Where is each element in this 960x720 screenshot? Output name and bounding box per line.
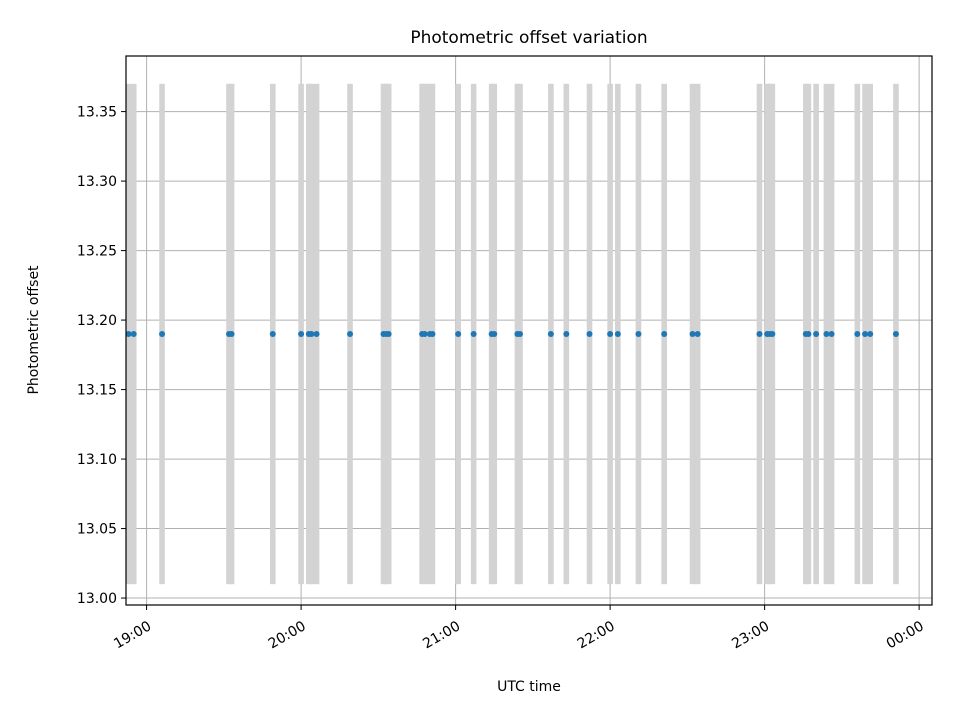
data-point bbox=[130, 330, 137, 337]
x-tick-label: 20:00 bbox=[266, 618, 309, 652]
plot-frame bbox=[125, 55, 933, 606]
data-point bbox=[125, 330, 132, 337]
chart-title: Photometric offset variation bbox=[410, 28, 647, 48]
data-point bbox=[313, 330, 320, 337]
y-tick-label: 13.10 bbox=[77, 452, 117, 468]
data-point bbox=[491, 330, 498, 337]
data-point bbox=[455, 330, 462, 337]
data-point bbox=[516, 330, 523, 337]
data-point bbox=[813, 330, 820, 337]
x-tick-label: 21:00 bbox=[420, 618, 463, 652]
data-point bbox=[614, 330, 621, 337]
data-point bbox=[308, 330, 315, 337]
data-point bbox=[429, 330, 436, 337]
data-point bbox=[385, 330, 392, 337]
x-axis-label: UTC time bbox=[497, 679, 561, 695]
data-point bbox=[823, 330, 830, 337]
data-point bbox=[756, 330, 763, 337]
observation-bands bbox=[125, 83, 899, 585]
data-point bbox=[607, 330, 614, 337]
data-point bbox=[635, 330, 642, 337]
data-point bbox=[228, 330, 235, 337]
y-tick-label: 13.00 bbox=[77, 591, 117, 607]
y-axis-label: Photometric offset bbox=[26, 265, 42, 395]
x-tick-label: 19:00 bbox=[111, 618, 154, 652]
data-point bbox=[470, 330, 477, 337]
data-point bbox=[298, 330, 305, 337]
data-points bbox=[125, 330, 899, 337]
x-tick-label: 23:00 bbox=[729, 618, 772, 652]
data-point bbox=[689, 330, 696, 337]
y-tick-label: 13.15 bbox=[77, 383, 117, 399]
x-tick-label: 00:00 bbox=[884, 618, 927, 652]
y-tick-label: 13.05 bbox=[77, 522, 117, 538]
data-point bbox=[867, 330, 874, 337]
data-point bbox=[563, 330, 570, 337]
y-tick-label: 13.20 bbox=[77, 313, 117, 329]
y-tick-label: 13.30 bbox=[77, 174, 117, 190]
data-point bbox=[805, 330, 812, 337]
data-point bbox=[586, 330, 593, 337]
data-point bbox=[661, 330, 668, 337]
data-point bbox=[854, 330, 861, 337]
data-point bbox=[694, 330, 701, 337]
data-point bbox=[892, 330, 899, 337]
y-tick-label: 13.35 bbox=[77, 105, 117, 121]
data-point bbox=[547, 330, 554, 337]
data-point bbox=[828, 330, 835, 337]
y-tick-label: 13.25 bbox=[77, 244, 117, 260]
data-point bbox=[421, 330, 428, 337]
data-point bbox=[862, 330, 869, 337]
data-point bbox=[769, 330, 776, 337]
data-point bbox=[159, 330, 166, 337]
ticks: 19:00 20:00 21:00 22:00 23:00 00:00 13.00 13.05… bbox=[77, 105, 927, 653]
data-point bbox=[269, 330, 276, 337]
x-tick-label: 22:00 bbox=[575, 618, 618, 652]
data-point bbox=[347, 330, 354, 337]
